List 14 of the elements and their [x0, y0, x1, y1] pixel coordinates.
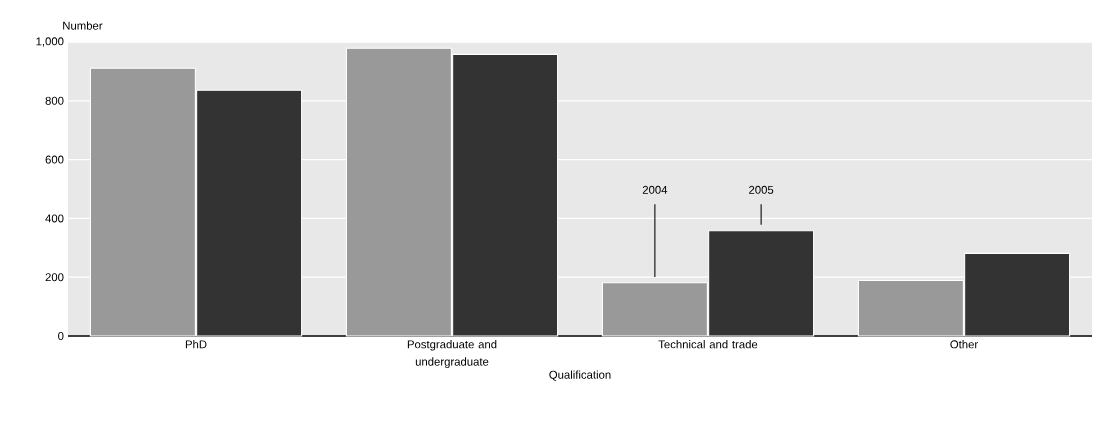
x-axis-title: Qualification — [549, 370, 611, 381]
y-tick-label: 0 — [58, 332, 64, 341]
y-tick-label: 600 — [45, 155, 64, 164]
y-tick-label: 200 — [45, 273, 64, 282]
text: 2004 — [642, 185, 668, 194]
x-tick-label: Postgraduate and undergraduate — [407, 340, 497, 368]
y-tick-label: 1,000 — [36, 37, 64, 47]
x-tick-label: Technical and trade — [658, 340, 758, 349]
text: 2005 — [749, 185, 774, 194]
y-tick-label: 800 — [45, 96, 64, 105]
x-tick-label: PhD — [185, 340, 207, 349]
y-axis-title: Number — [63, 21, 103, 30]
y-tick-label: 400 — [45, 214, 64, 223]
x-tick-label: Other — [950, 340, 978, 349]
